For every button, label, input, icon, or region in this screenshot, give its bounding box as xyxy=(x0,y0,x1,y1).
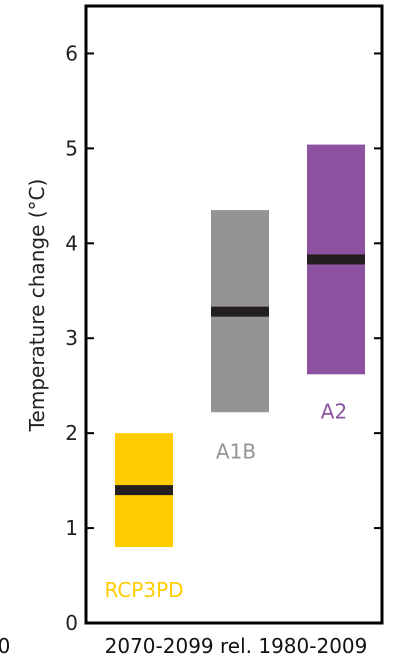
median-line-a2 xyxy=(307,254,365,265)
tick-layer: 0 1 2 3 4 5 6 xyxy=(65,41,382,635)
series-label-rcp3pd: RCP3PD xyxy=(104,578,183,602)
y-tick-label: 6 xyxy=(65,41,78,65)
y-tick-label: 5 xyxy=(65,136,78,160)
y-tick-label: 4 xyxy=(65,231,78,255)
plot-frame xyxy=(84,4,384,625)
x-axis-label: 2070-2099 rel. 1980-2009 xyxy=(105,634,368,658)
y-axis-title: Temperature change (°C) xyxy=(25,179,49,433)
series-label-a1b: A1B xyxy=(216,439,256,463)
median-line-rcp3pd xyxy=(115,485,173,496)
bars-layer: RCP3PD A1B A2 xyxy=(104,144,365,602)
median-line-a1b xyxy=(211,306,269,317)
y-tick-label: 0 xyxy=(65,611,78,635)
cut-off-tick-label: 0 xyxy=(0,634,10,658)
y-tick-label: 2 xyxy=(65,421,78,445)
series-label-a2: A2 xyxy=(321,399,347,423)
y-tick-label: 3 xyxy=(65,326,78,350)
y-tick-label: 1 xyxy=(65,516,78,540)
